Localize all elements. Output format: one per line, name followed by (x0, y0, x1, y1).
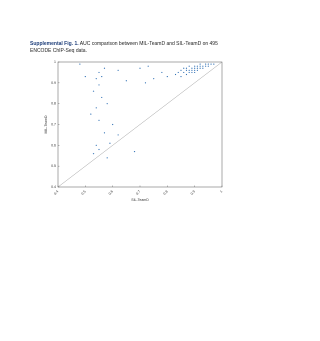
point (196, 69, 198, 71)
point (106, 157, 108, 159)
point (101, 96, 103, 99)
point (199, 67, 201, 69)
point (103, 67, 106, 69)
point (196, 67, 198, 69)
point (180, 69, 182, 71)
point (185, 67, 188, 69)
point (207, 63, 209, 65)
point (98, 84, 100, 86)
x-tick-label: 0.5 (80, 189, 86, 195)
point (112, 123, 114, 126)
point (147, 65, 149, 67)
point (103, 132, 106, 134)
y-tick-label: 0.8 (51, 102, 56, 106)
point (194, 65, 196, 67)
point (205, 65, 207, 67)
x-tick-label: 0.6 (108, 189, 114, 195)
point (79, 63, 81, 65)
x-tick-label: 0.7 (135, 189, 141, 195)
point (207, 65, 209, 67)
page: Supplemental Fig. 1. AUC comparison betw… (30, 41, 235, 202)
point (125, 80, 127, 82)
point (117, 69, 119, 71)
y-tick-label: 0.7 (51, 122, 56, 126)
point (133, 150, 136, 153)
y-axis-label: MIL-TeamD (44, 115, 48, 134)
y-tick-label: 1 (54, 60, 56, 64)
point (90, 113, 92, 115)
point (199, 63, 201, 65)
y-tick-label: 0.6 (51, 143, 56, 147)
caption-label: Supplemental Fig. 1. (30, 41, 79, 47)
x-tick-label: 0.8 (162, 189, 168, 195)
point (95, 78, 97, 80)
point (161, 71, 163, 74)
point (174, 73, 177, 76)
point (144, 82, 147, 84)
caption-text: AUC comparison between MIL-TeamD and SIL… (30, 41, 218, 54)
point (194, 71, 196, 74)
point (183, 67, 185, 69)
point (183, 71, 185, 74)
point (202, 67, 204, 69)
point (202, 65, 204, 67)
x-tick-label: 1 (219, 189, 223, 193)
point (177, 71, 179, 74)
x-tick-label: 0.9 (190, 189, 196, 195)
point (191, 69, 193, 71)
point (185, 73, 188, 76)
point (205, 63, 207, 65)
y-tick-label: 0.4 (51, 185, 56, 189)
point (95, 107, 97, 109)
point (194, 67, 196, 69)
point (109, 142, 111, 144)
point (98, 71, 100, 74)
point (106, 103, 108, 105)
point (95, 144, 97, 146)
point (191, 67, 193, 69)
x-tick-label: 0.4 (53, 189, 59, 195)
chart: 0.4 0.5 0.6 0.7 0.8 0.9 1 0.4 0.5 0.6 0.7 0.8 0.9 1 SI… (44, 60, 223, 202)
point (98, 148, 100, 151)
point (139, 67, 141, 69)
point (188, 71, 190, 74)
point (213, 63, 215, 65)
y-tick-label: 0.9 (51, 81, 56, 85)
point (166, 75, 168, 78)
point (101, 75, 103, 78)
point (191, 71, 193, 74)
reference-diagonal (57, 61, 223, 188)
point (92, 153, 95, 155)
point (210, 63, 212, 65)
point (199, 65, 201, 67)
point (84, 75, 86, 78)
point (194, 69, 196, 71)
y-tick-label: 0.5 (51, 164, 56, 168)
point (117, 134, 119, 136)
point (180, 75, 182, 78)
point (185, 69, 188, 71)
point (98, 119, 100, 121)
x-axis-label: SIL-TeamD (131, 198, 149, 202)
point (196, 65, 198, 67)
point (188, 69, 190, 71)
point (188, 65, 190, 67)
point (92, 90, 95, 92)
caption: Supplemental Fig. 1. AUC comparison betw… (30, 41, 235, 55)
point (153, 78, 155, 80)
